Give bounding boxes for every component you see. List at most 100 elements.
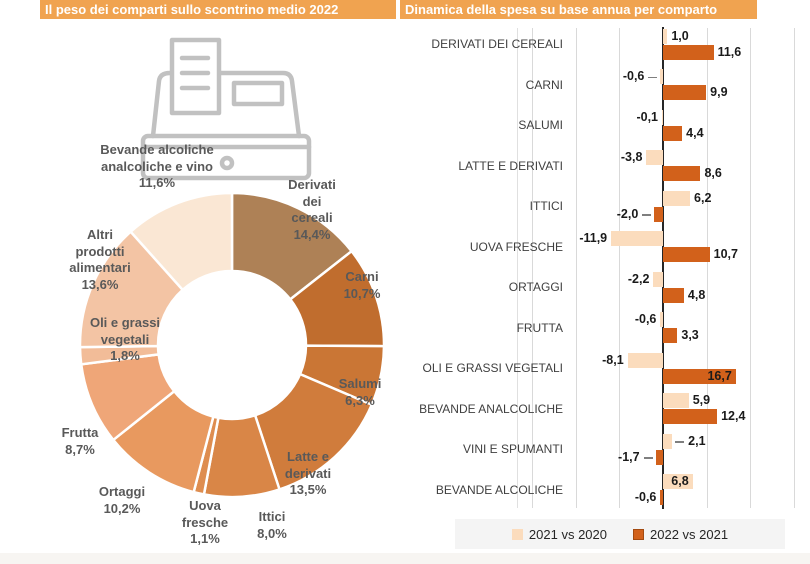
bar-latte-e-derivati-2021-vs-2020	[646, 150, 663, 165]
donut-label-altri-prodotti-alimentari: Altri prodotti alimentari 13,6%	[48, 227, 152, 293]
donut-label-text: Ittici	[258, 509, 286, 524]
bottom-strip	[0, 553, 810, 564]
bar-uova-fresche-2021-vs-2020	[611, 231, 663, 246]
leader-line-carni-2021-vs-2020	[648, 76, 658, 78]
bar-category-bevande-alcoliche: BEVANDE ALCOLICHE	[435, 482, 563, 497]
donut-label-text: Uova fresche	[181, 498, 229, 530]
gridline--10	[619, 28, 621, 508]
donut-label-oli-e-grassi-vegetali: Oli e grassi vegetali 1,8%	[63, 315, 187, 365]
bar-value-uova-fresche-2022-vs-2021: 10,7	[713, 247, 738, 261]
bar-ortaggi-2021-vs-2020	[653, 271, 663, 287]
bar-derivati-dei-cereali-2022-vs-2021	[663, 44, 714, 60]
bar-ittici-2022-vs-2021	[654, 206, 663, 222]
bar-value-salumi-2022-vs-2021: 4,4	[686, 125, 704, 140]
donut-label-derivati-dei-cereali: Derivati dei cereali 14,4%	[262, 177, 362, 243]
donut-slice-bevande-alcoliche-analcoliche-e-vino	[128, 191, 234, 292]
gridline--30	[532, 28, 534, 508]
gridline-30	[793, 28, 795, 508]
bar-oli-e-grassi-vegetali-2022-vs-2021	[663, 368, 736, 384]
gridline-10	[706, 28, 708, 508]
bar-category-frutta: FRUTTA	[516, 320, 563, 335]
donut-label-bevande-alcoliche-analcoliche-e-vino: Bevande alcoliche analcoliche e vino 11,6…	[60, 142, 254, 192]
leader-line-vini-e-spumanti-2021-vs-2020	[675, 441, 685, 443]
bar-value-frutta-2022-vs-2021: 3,3	[681, 328, 699, 342]
donut-label-ortaggi: Ortaggi 10,2%	[70, 484, 174, 517]
bar-value-oli-e-grassi-vegetali-2022-vs-2021: 16,7	[707, 368, 732, 383]
bar-carni-2021-vs-2020	[660, 69, 663, 84]
donut-label-text: Frutta	[61, 425, 99, 440]
bar-value-frutta-2021-vs-2020: -0,6	[634, 312, 657, 326]
bar-category-bevande-analcoliche: BEVANDE ANALCOLICHE	[419, 401, 563, 416]
right-chart-title: Dinamica della spesa su base annua per c…	[400, 0, 757, 19]
donut-label-latte-e-derivati: Latte e derivati 13,5%	[258, 449, 358, 499]
left-chart-title: Il peso dei comparti sullo scontrino med…	[40, 0, 396, 19]
donut-label-value: 13,5%	[289, 482, 327, 497]
donut-label-text: Salumi	[338, 376, 382, 391]
bar-latte-e-derivati-2022-vs-2021	[663, 166, 701, 181]
bar-value-ittici-2022-vs-2021: -2,0	[616, 206, 639, 221]
bar-ittici-2021-vs-2020	[663, 190, 691, 206]
donut-chart	[78, 191, 386, 499]
bar-value-derivati-dei-cereali-2022-vs-2021: 11,6	[717, 44, 742, 59]
donut-label-text: Latte e derivati	[284, 449, 332, 481]
donut-label-frutta: Frutta 8,7%	[38, 425, 122, 458]
donut-label-value: 8,7%	[65, 441, 95, 457]
donut-label-value: 13,6%	[81, 276, 119, 292]
bar-category-oli-e-grassi-vegetali: OLI E GRASSI VEGETALI	[422, 361, 564, 375]
zero-axis	[662, 27, 664, 509]
bar-category-carni: CARNI	[525, 77, 563, 92]
bar-category-latte-e-derivati: LATTE E DERIVATI	[458, 158, 563, 173]
bar-value-bevande-analcoliche-2021-vs-2020: 5,9	[692, 393, 711, 407]
register-display	[231, 80, 285, 107]
donut-label-value: 10,7%	[343, 285, 381, 301]
donut-label-value: 1,1%	[190, 531, 220, 546]
donut-label-text: Ortaggi	[98, 484, 146, 499]
bar-value-bevande-alcoliche-2021-vs-2020: 6,8	[671, 474, 689, 488]
donut-label-salumi: Salumi 6,3%	[318, 376, 402, 409]
bar-carni-2022-vs-2021	[663, 85, 707, 100]
bar-category-salumi: SALUMI	[518, 118, 563, 132]
donut-label-carni: Carni 10,7%	[320, 269, 404, 302]
bar-value-bevande-alcoliche-2022-vs-2021: -0,6	[634, 490, 657, 504]
bar-bevande-alcoliche-2021-vs-2020	[663, 474, 693, 489]
donut-label-value: 1,8%	[110, 348, 140, 363]
bar-value-bevande-analcoliche-2022-vs-2021: 12,4	[721, 409, 746, 423]
bar-category-derivati-dei-cereali: DERIVATI DEI CEREALI	[431, 37, 563, 51]
legend-label-2021-vs-2020: 2021 vs 2020	[528, 526, 607, 542]
legend-swatch-2021-vs-2020	[511, 528, 523, 540]
bar-value-latte-e-derivati-2022-vs-2021: 8,6	[704, 166, 722, 180]
bar-derivati-dei-cereali-2021-vs-2020	[663, 28, 668, 44]
bar-bevande-analcoliche-2022-vs-2021	[663, 409, 718, 424]
bar-salumi-2022-vs-2021	[663, 125, 683, 141]
bar-value-derivati-dei-cereali-2021-vs-2020: 1,0	[671, 28, 689, 43]
bar-category-uova-fresche: UOVA FRESCHE	[469, 239, 563, 254]
register-body	[150, 70, 302, 139]
bar-value-latte-e-derivati-2021-vs-2020: -3,8	[620, 150, 643, 164]
leader-line-vini-e-spumanti-2022-vs-2021	[643, 457, 653, 459]
legend-label-2022-vs-2021: 2022 vs 2021	[650, 526, 729, 542]
bar-category-ittici: ITTICI	[529, 199, 563, 213]
leader-line-ittici-2022-vs-2021	[642, 214, 652, 216]
register-button	[219, 155, 235, 171]
bar-salumi-2021-vs-2020	[662, 109, 663, 125]
donut-label-text: Oli e grassi vegetali	[89, 315, 161, 347]
bar-uova-fresche-2022-vs-2021	[663, 247, 710, 262]
bar-vini-e-spumanti-2021-vs-2020	[663, 433, 673, 449]
plot-left-edge	[517, 28, 518, 508]
gridline--20	[575, 28, 577, 508]
bar-category-vini-e-spumanti: VINI E SPUMANTI	[462, 442, 563, 456]
bar-chart: DERIVATI DEI CEREALI 1,0 11,6 CARNI -0,6 9,9 S…	[400, 24, 810, 520]
donut-label-ittici: Ittici 8,0%	[230, 509, 314, 542]
register-receipt	[169, 37, 222, 116]
bar-bevande-alcoliche-2022-vs-2021	[660, 490, 663, 505]
donut-label-text: Carni	[345, 269, 379, 284]
legend-swatch-2022-vs-2021	[633, 528, 644, 540]
bar-value-carni-2022-vs-2021: 9,9	[710, 85, 728, 99]
bar-value-carni-2021-vs-2020: -0,6	[622, 69, 645, 83]
bar-ortaggi-2022-vs-2021	[663, 287, 684, 303]
donut-label-uova-fresche: Uova fresche 1,1%	[163, 498, 247, 548]
bar-value-vini-e-spumanti-2022-vs-2021: -1,7	[618, 449, 640, 464]
donut-label-text: Altri prodotti alimentari	[69, 227, 131, 275]
bar-value-salumi-2021-vs-2020: -0,1	[636, 109, 658, 124]
